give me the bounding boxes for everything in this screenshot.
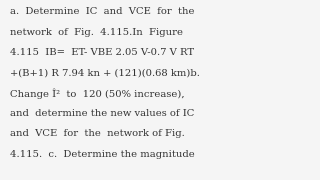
Text: 4.115.  c.  Determine the magnitude: 4.115. c. Determine the magnitude [10, 150, 194, 159]
Text: network  of  Fig.  4.115.In  Figure: network of Fig. 4.115.In Figure [10, 28, 183, 37]
Text: and  VCE  for  the  network of Fig.: and VCE for the network of Fig. [10, 129, 184, 138]
Text: and  determine the new values of IC: and determine the new values of IC [10, 109, 194, 118]
Text: a.  Determine  IC  and  VCE  for  the: a. Determine IC and VCE for the [10, 7, 194, 16]
Text: +(B+1) R 7.94 kn + (121)(0.68 km)b.: +(B+1) R 7.94 kn + (121)(0.68 km)b. [10, 68, 199, 77]
Text: Change Î²  to  120 (50% increase),: Change Î² to 120 (50% increase), [10, 89, 184, 99]
Text: 4.115  IB=  ET- VBE 2.05 V-0.7 V RT: 4.115 IB= ET- VBE 2.05 V-0.7 V RT [10, 48, 194, 57]
